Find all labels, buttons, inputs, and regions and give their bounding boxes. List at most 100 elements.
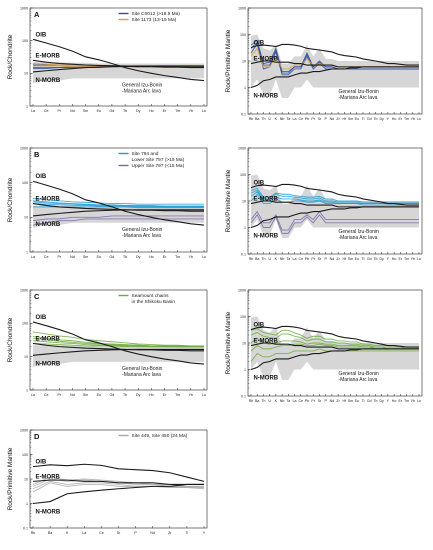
y-tick-label: 1: [244, 86, 246, 90]
x-tick-label: Rb: [249, 117, 254, 121]
sample-line: [32, 482, 205, 493]
sample-line: [32, 215, 204, 222]
x-tick-label: Nb: [280, 117, 285, 121]
reference-label-n-morb: N-MORB: [36, 78, 61, 84]
x-tick-label: Tm: [404, 257, 409, 261]
x-tick-label: Zr: [336, 117, 340, 121]
x-tick-label: Tb: [373, 117, 377, 121]
x-tick-label: Ti: [362, 399, 365, 403]
y-tick-label: 1000: [238, 6, 246, 10]
x-tick-label: Yb: [411, 117, 415, 121]
reference-line-n-morb: [32, 65, 204, 73]
y-axis-label: Rock/Primitive Mantle: [225, 311, 232, 374]
x-tick-label: Y: [387, 117, 390, 121]
y-tick-label: 1000: [20, 428, 28, 432]
x-tick-label: Er: [163, 255, 167, 259]
x-tick-label: La: [293, 257, 297, 261]
x-tick-label: Nb: [280, 399, 285, 403]
x-tick-label: Ce: [298, 257, 303, 261]
x-tick-label: Ba: [255, 257, 259, 261]
x-tick-label: Nd: [70, 109, 75, 113]
x-tick-label: Sr: [318, 117, 322, 121]
y-axis-label: Rock/Chondrite: [7, 317, 14, 362]
x-tick-label: Th: [261, 399, 265, 403]
x-tick-label: Eu: [97, 109, 101, 113]
x-tick-label: Tm: [404, 399, 409, 403]
x-tick-label: Nd: [330, 399, 335, 403]
x-tick-label: Pb: [305, 257, 309, 261]
field-annotation: General Izu-Bonin: [338, 371, 379, 377]
sample-line: [250, 193, 419, 206]
x-tick-label: La: [82, 531, 86, 535]
x-tick-label: Ho: [392, 117, 397, 121]
sample-line: [32, 201, 204, 207]
reference-line-e-morb: [32, 202, 204, 212]
x-tick-label: Nd: [330, 117, 335, 121]
x-tick-label: Tb: [123, 255, 127, 259]
x-tick-label: Tm: [175, 255, 180, 259]
x-tick-label: K: [275, 257, 278, 261]
y-tick-label: 100: [240, 315, 246, 319]
sample-line: [250, 331, 419, 350]
y-tick-label: 10: [24, 72, 28, 76]
x-tick-label: Lu: [417, 117, 421, 121]
x-tick-label: Ho: [149, 255, 154, 259]
reference-line-oib: [250, 325, 419, 348]
sample-line: [32, 218, 204, 226]
x-tick-label: La: [31, 109, 35, 113]
x-tick-label: La: [31, 255, 35, 259]
y-axis-label: Rock/Primitive Mantle: [7, 447, 14, 510]
sample-line: [32, 198, 204, 205]
x-tick-label: Yb: [411, 399, 415, 403]
x-tick-label: Sm: [83, 255, 88, 259]
reference-label-oib: OIB: [36, 460, 47, 466]
y-tick-label: 10: [24, 216, 28, 220]
field-annotation: General Izu-Bonin: [122, 82, 163, 88]
y-tick-label: 0.1: [241, 112, 246, 116]
panel-d-spider-plot: OIB E-MORB N-MORB 0.1 1 10 100 1000 Rb Ba K La Ce Sr P…: [7, 428, 208, 535]
x-tick-label: Sm: [83, 393, 88, 397]
sample-line: [32, 338, 204, 347]
field-annotation: General Izu-Bonin: [338, 89, 379, 95]
y-tick-label: 1000: [238, 288, 246, 292]
y-axis-label: Rock/Chondrite: [7, 177, 14, 222]
x-tick-label: Lu: [417, 399, 421, 403]
sample-line: [32, 331, 204, 347]
reference-line-n-morb: [32, 348, 204, 356]
x-tick-label: P: [134, 531, 137, 535]
x-tick-label: Pr: [311, 117, 315, 121]
x-tick-label: Ta: [286, 257, 290, 261]
x-tick-label: Nd: [70, 255, 75, 259]
x-tick-label: Yb: [411, 257, 415, 261]
reference-line-oib: [250, 43, 419, 66]
legend-entry: Site 449, Site 450 (24 Ma): [132, 433, 188, 439]
y-tick-label: 10: [24, 477, 28, 481]
y-tick-label: 100: [22, 39, 28, 43]
y-tick-label: 1: [26, 502, 28, 506]
reference-line-e-morb: [32, 479, 204, 485]
x-tick-label: Pr: [311, 257, 315, 261]
legend-entry: Seamount chains: [132, 293, 170, 299]
legend-entry: Site 794 and: [132, 151, 159, 157]
y-tick-label: 10: [242, 341, 246, 345]
reference-label-e-morb: E-MORB: [253, 197, 278, 203]
reference-label-n-morb: N-MORB: [253, 94, 278, 100]
x-tick-label: Dy: [136, 109, 141, 113]
x-tick-label: Dy: [379, 399, 384, 403]
x-tick-label: La: [293, 117, 297, 121]
y-tick-label: 1000: [20, 146, 28, 150]
x-tick-label: K: [66, 531, 69, 535]
x-tick-label: Er: [163, 109, 167, 113]
x-tick-label: Ce: [298, 399, 303, 403]
x-tick-label: Tb: [373, 257, 377, 261]
reference-label-oib: OIB: [36, 315, 47, 321]
panel-label: A: [34, 10, 40, 19]
x-tick-label: Yb: [189, 393, 193, 397]
x-tick-label: Lu: [202, 109, 206, 113]
x-tick-label: Ce: [44, 393, 49, 397]
x-tick-label: Dy: [379, 257, 384, 261]
x-tick-label: Rb: [31, 531, 36, 535]
x-tick-label: Eu: [355, 117, 359, 121]
reference-label-e-morb: E-MORB: [36, 197, 61, 203]
